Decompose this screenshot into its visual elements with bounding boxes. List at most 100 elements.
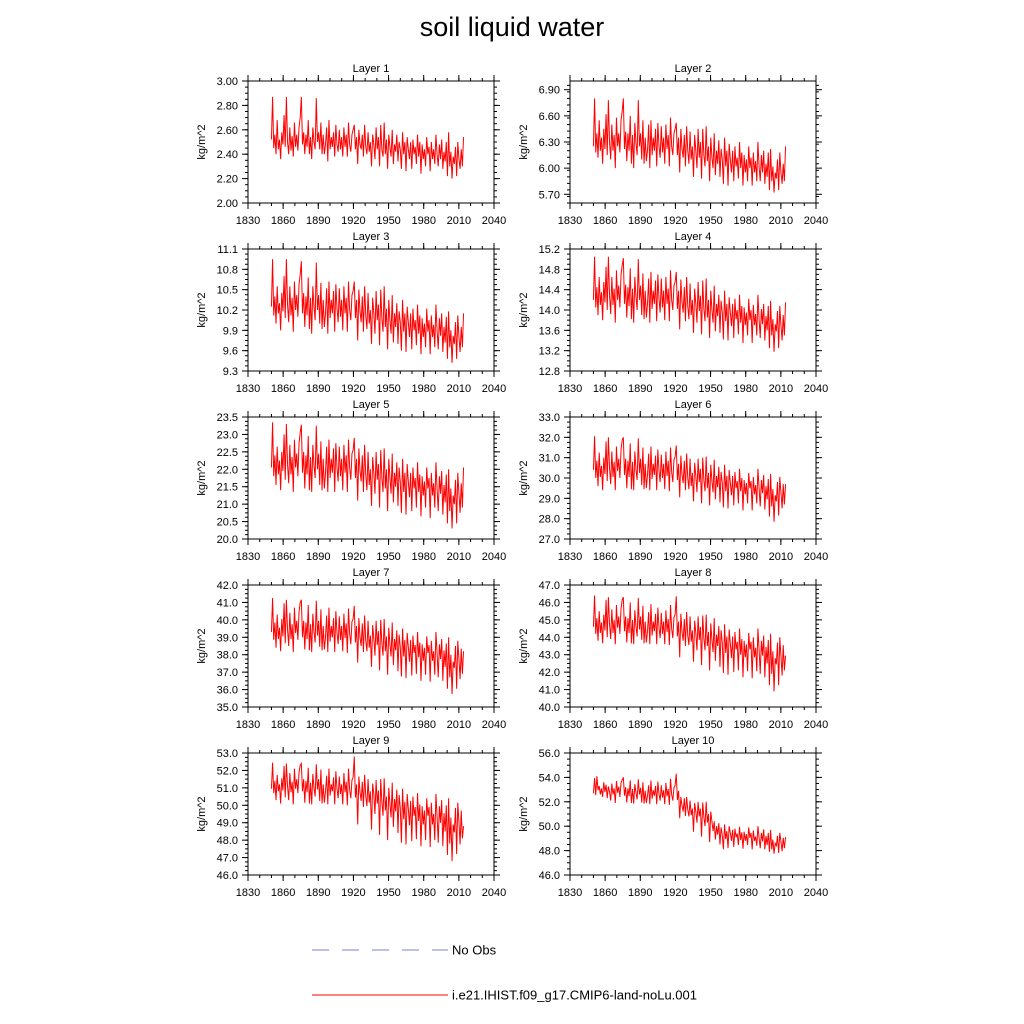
- y-axis-label: kg/m^2: [196, 460, 208, 495]
- x-tick-label: 2010: [769, 383, 793, 395]
- y-tick-label: 10.5: [217, 285, 238, 297]
- x-tick-label: 1890: [628, 551, 652, 563]
- chart-title: Layer 4: [675, 231, 712, 243]
- y-tick-label: 33.0: [539, 412, 560, 424]
- y-tick-label: 46.0: [539, 870, 560, 882]
- y-tick-label: 40.0: [217, 615, 238, 627]
- chart-panel-9: Layer 9 kg/m^2 1830 1860 1890 1920 1950 1980 201…: [196, 735, 506, 899]
- y-tick-label: 32.0: [539, 432, 560, 444]
- x-tick-label: 1890: [628, 215, 652, 227]
- x-tick-label: 1860: [271, 551, 295, 563]
- y-tick-label: 38.0: [217, 650, 238, 662]
- x-tick-label: 1920: [341, 551, 365, 563]
- x-tick-label: 1950: [698, 719, 722, 731]
- y-tick-label: 14.4: [539, 285, 560, 297]
- y-tick-label: 22.0: [217, 464, 238, 476]
- y-tick-label: 50.0: [217, 800, 238, 812]
- y-tick-label: 14.8: [539, 264, 560, 276]
- y-tick-label: 6.00: [539, 163, 560, 175]
- y-tick-label: 41.0: [539, 685, 560, 697]
- chart-title: Layer 7: [353, 567, 390, 579]
- y-tick-label: 9.6: [223, 346, 238, 358]
- y-tick-label: 14.0: [539, 305, 560, 317]
- y-tick-label: 23.5: [217, 412, 238, 424]
- x-tick-label: 1890: [306, 887, 330, 899]
- x-tick-label: 1950: [376, 215, 400, 227]
- y-tick-label: 13.6: [539, 325, 560, 337]
- x-tick-label: 1920: [663, 887, 687, 899]
- y-tick-label: 2.60: [217, 125, 238, 137]
- x-tick-label: 1890: [306, 383, 330, 395]
- chart-title: Layer 9: [353, 735, 390, 747]
- y-tick-label: 20.0: [217, 534, 238, 546]
- y-tick-label: 9.9: [223, 325, 238, 337]
- x-tick-label: 1980: [411, 551, 435, 563]
- x-tick-label: 1860: [593, 383, 617, 395]
- y-axis-label: kg/m^2: [518, 628, 530, 663]
- x-tick-label: 1950: [698, 887, 722, 899]
- series-line: [270, 598, 465, 694]
- y-tick-label: 15.2: [539, 244, 560, 256]
- y-tick-label: 6.60: [539, 111, 560, 123]
- x-tick-label: 1980: [733, 215, 757, 227]
- x-tick-label: 2010: [447, 551, 471, 563]
- series-line: [592, 256, 787, 352]
- chart-title: Layer 3: [353, 231, 390, 243]
- chart-title: Layer 10: [672, 735, 715, 747]
- y-tick-label: 27.0: [539, 534, 560, 546]
- series-line: [270, 259, 465, 363]
- y-tick-label: 6.90: [539, 85, 560, 97]
- y-tick-label: 44.0: [539, 632, 560, 644]
- y-tick-label: 39.0: [217, 632, 238, 644]
- chart-title: Layer 8: [675, 567, 712, 579]
- x-tick-label: 1980: [733, 551, 757, 563]
- x-tick-label: 2040: [482, 887, 506, 899]
- y-tick-label: 51.0: [217, 783, 238, 795]
- series-line: [270, 422, 465, 529]
- x-tick-label: 2040: [482, 551, 506, 563]
- x-tick-label: 1980: [733, 719, 757, 731]
- y-tick-label: 35.0: [217, 702, 238, 714]
- x-tick-label: 2040: [804, 551, 828, 563]
- x-tick-label: 2010: [447, 215, 471, 227]
- y-tick-label: 46.0: [217, 870, 238, 882]
- y-tick-label: 41.0: [217, 597, 238, 609]
- y-axis-label: kg/m^2: [518, 460, 530, 495]
- x-tick-label: 2040: [804, 383, 828, 395]
- y-tick-label: 42.0: [217, 580, 238, 592]
- chart-panel-10: Layer 10 kg/m^2 1830 1860 1890 1920 1950 1980 20…: [518, 735, 828, 899]
- x-tick-label: 1920: [341, 383, 365, 395]
- x-tick-label: 1860: [593, 887, 617, 899]
- x-tick-label: 1830: [236, 215, 260, 227]
- chart-panel-4: Layer 4 kg/m^2 1830 1860 1890 1920 1950 1980 201…: [518, 231, 828, 395]
- y-tick-label: 2.40: [217, 149, 238, 161]
- x-tick-label: 1950: [376, 887, 400, 899]
- y-tick-label: 47.0: [217, 853, 238, 865]
- chart-panel-7: Layer 7 kg/m^2 1830 1860 1890 1920 1950 1980 201…: [196, 567, 506, 731]
- y-axis-label: kg/m^2: [518, 292, 530, 327]
- y-tick-label: 10.8: [217, 264, 238, 276]
- x-tick-label: 1920: [341, 719, 365, 731]
- x-tick-label: 1860: [271, 887, 295, 899]
- y-tick-label: 40.0: [539, 702, 560, 714]
- y-tick-label: 46.0: [539, 597, 560, 609]
- x-tick-label: 2010: [447, 719, 471, 731]
- x-tick-label: 1830: [558, 887, 582, 899]
- y-tick-label: 56.0: [539, 748, 560, 760]
- x-tick-label: 1830: [236, 887, 260, 899]
- chart-panel-5: Layer 5 kg/m^2 1830 1860 1890 1920 1950 1980 201…: [196, 399, 506, 563]
- x-tick-label: 2010: [769, 215, 793, 227]
- y-tick-label: 53.0: [217, 748, 238, 760]
- x-tick-label: 1920: [341, 887, 365, 899]
- y-tick-label: 30.0: [539, 473, 560, 485]
- y-tick-label: 47.0: [539, 580, 560, 592]
- y-tick-label: 21.0: [217, 499, 238, 511]
- y-tick-label: 21.5: [217, 482, 238, 494]
- y-tick-label: 36.0: [217, 685, 238, 697]
- y-tick-label: 2.20: [217, 174, 238, 186]
- x-tick-label: 1860: [271, 215, 295, 227]
- x-tick-label: 1980: [411, 383, 435, 395]
- chart-panel-6: Layer 6 kg/m^2 1830 1860 1890 1920 1950 1980 201…: [518, 399, 828, 563]
- series-line: [592, 773, 787, 854]
